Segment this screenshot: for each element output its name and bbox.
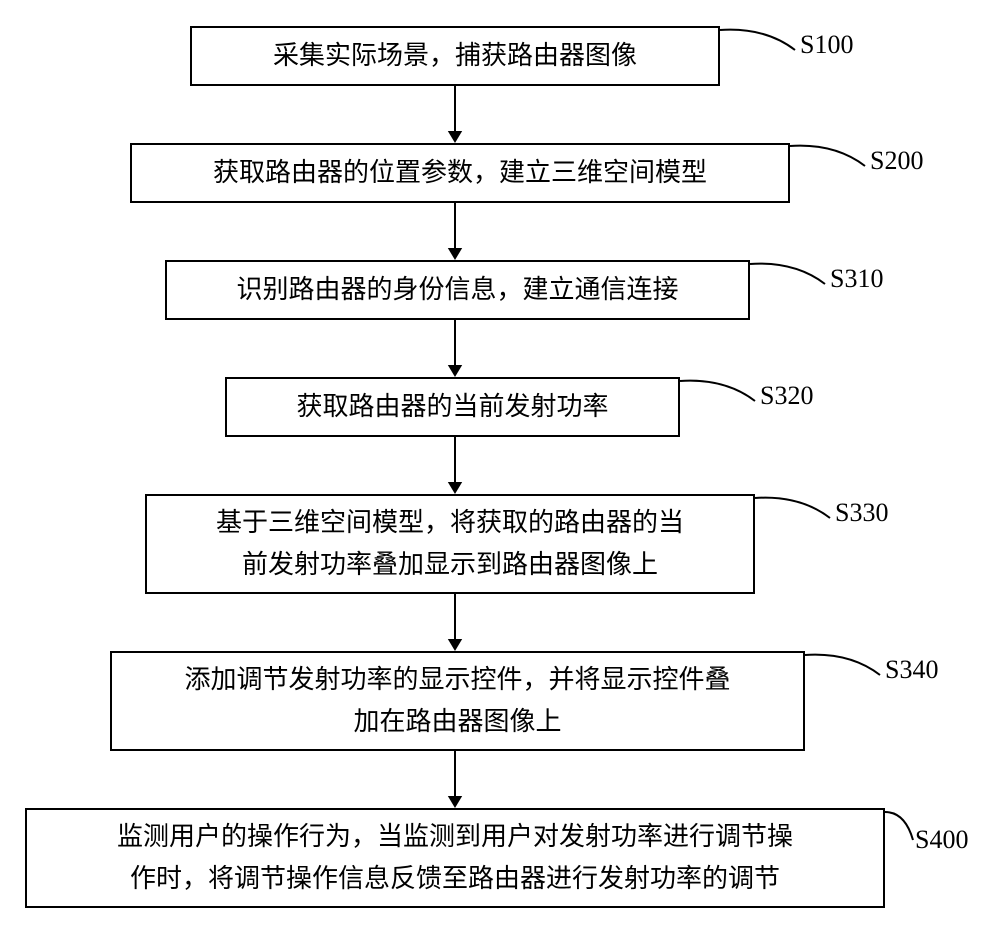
flowchart-node-s310: 识别路由器的身份信息，建立通信连接 <box>165 260 750 320</box>
leader-s340 <box>803 650 882 677</box>
flowchart-node-s100: 采集实际场景，捕获路由器图像 <box>190 26 720 86</box>
connector-0 <box>443 86 467 143</box>
flowchart-node-s320: 获取路由器的当前发射功率 <box>225 377 680 437</box>
step-label-s320: S320 <box>760 381 813 411</box>
leader-s310 <box>748 259 827 286</box>
node-text: 识别路由器的身份信息，建立通信连接 <box>236 269 678 311</box>
step-label-s310: S310 <box>830 264 883 294</box>
connector-3 <box>443 437 467 494</box>
step-label-s200: S200 <box>870 146 923 176</box>
step-label-s330: S330 <box>835 498 888 528</box>
flowchart-node-s200: 获取路由器的位置参数，建立三维空间模型 <box>130 143 790 203</box>
leader-s320 <box>678 376 757 403</box>
connector-5 <box>443 751 467 808</box>
node-text: 添加调节发射功率的显示控件，并将显示控件叠 加在路由器图像上 <box>184 659 730 742</box>
leader-s330 <box>753 493 832 520</box>
step-label-s400: S400 <box>915 825 968 855</box>
step-label-s100: S100 <box>800 30 853 60</box>
leader-s400 <box>883 810 915 842</box>
connector-4 <box>443 594 467 651</box>
flowchart-container: 采集实际场景，捕获路由器图像 S100 获取路由器的位置参数，建立三维空间模型 S20… <box>0 0 1000 940</box>
node-text: 获取路由器的当前发射功率 <box>296 386 608 428</box>
node-text: 监测用户的操作行为，当监测到用户对发射功率进行调节操 作时，将调节操作信息反馈至… <box>117 816 793 899</box>
flowchart-node-s340: 添加调节发射功率的显示控件，并将显示控件叠 加在路由器图像上 <box>110 651 805 751</box>
flowchart-node-s330: 基于三维空间模型，将获取的路由器的当 前发射功率叠加显示到路由器图像上 <box>145 494 755 594</box>
connector-2 <box>443 320 467 377</box>
step-label-s340: S340 <box>885 655 938 685</box>
node-text: 获取路由器的位置参数，建立三维空间模型 <box>213 152 707 194</box>
node-text: 基于三维空间模型，将获取的路由器的当 前发射功率叠加显示到路由器图像上 <box>216 502 684 585</box>
node-text: 采集实际场景，捕获路由器图像 <box>273 35 637 77</box>
flowchart-node-s400: 监测用户的操作行为，当监测到用户对发射功率进行调节操 作时，将调节操作信息反馈至… <box>25 808 885 908</box>
leader-s100 <box>718 25 797 52</box>
leader-s200 <box>788 141 867 168</box>
connector-1 <box>443 203 467 260</box>
